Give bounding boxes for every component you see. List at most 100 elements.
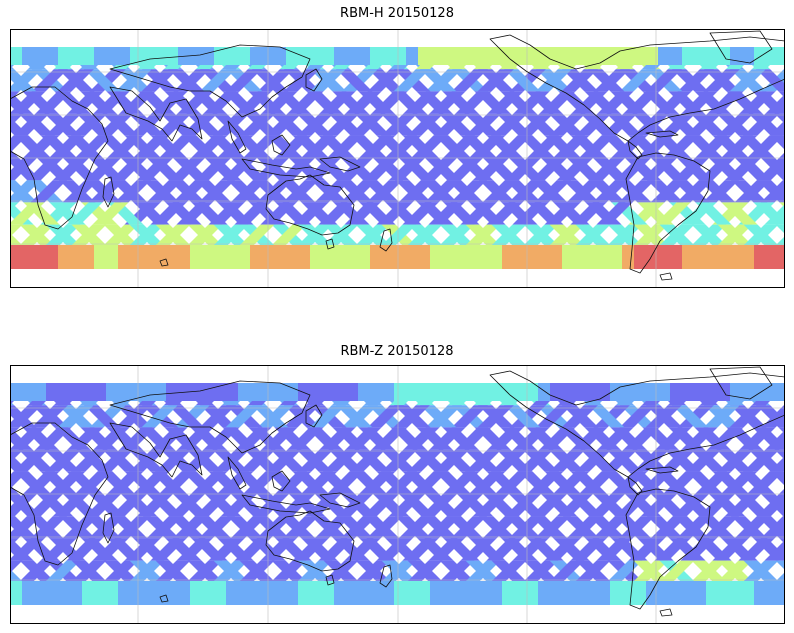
polar-band-cell bbox=[502, 47, 514, 65]
swath-segment bbox=[702, 180, 739, 203]
polar-band-cell bbox=[346, 47, 358, 65]
polar-band-cell bbox=[766, 245, 778, 269]
swath-segment bbox=[336, 405, 373, 428]
swath-segment bbox=[548, 224, 585, 247]
polar-band-cell bbox=[610, 245, 622, 269]
polar-band-cell bbox=[430, 581, 442, 605]
swath-segment bbox=[243, 471, 280, 494]
polar-band-cell bbox=[778, 581, 785, 605]
polar-band-cell bbox=[514, 383, 526, 401]
swath-segment bbox=[676, 516, 713, 539]
polar-band-cell bbox=[298, 383, 310, 401]
swath-segment bbox=[10, 485, 19, 494]
polar-band-cell bbox=[106, 581, 118, 605]
polar-band-cell bbox=[766, 383, 778, 401]
swath-segment bbox=[154, 224, 191, 247]
polar-band-cell bbox=[238, 383, 250, 401]
polar-band-cell bbox=[46, 47, 58, 65]
swath-segment bbox=[194, 494, 231, 517]
swath-segment bbox=[614, 158, 651, 181]
swath-segment bbox=[760, 180, 785, 203]
swath-segment bbox=[535, 69, 572, 92]
polar-band-cell bbox=[34, 245, 46, 269]
polar-band-cell bbox=[142, 581, 154, 605]
polar-band-cell bbox=[34, 47, 46, 65]
swath-segment bbox=[198, 516, 235, 539]
swath-segment bbox=[469, 202, 506, 225]
polar-band-cell bbox=[190, 245, 202, 269]
panel-title-rbm-z: RBM-Z 20150128 bbox=[340, 344, 454, 359]
polar-band-cell bbox=[406, 245, 418, 269]
polar-band-cell bbox=[490, 383, 502, 401]
polar-band-cell bbox=[382, 383, 394, 401]
polar-band-cell bbox=[322, 245, 334, 269]
swath-segment bbox=[265, 113, 302, 136]
swath-segment bbox=[640, 494, 677, 517]
polar-band-cell bbox=[118, 245, 130, 269]
polar-band-cell bbox=[82, 581, 94, 605]
coastline-path bbox=[10, 422, 109, 566]
swath-segment bbox=[327, 135, 364, 158]
coastline-path bbox=[645, 130, 679, 138]
polar-band-cell bbox=[706, 47, 718, 65]
coastline-path bbox=[271, 134, 291, 156]
swath-segment bbox=[469, 538, 506, 561]
polar-band-cell bbox=[358, 383, 370, 401]
polar-band-cell bbox=[190, 383, 202, 401]
swath-segment bbox=[743, 449, 780, 472]
polar-band-cell bbox=[382, 581, 394, 605]
swath-segment bbox=[734, 516, 771, 539]
coastline-path bbox=[379, 228, 393, 252]
swath-segment bbox=[775, 560, 785, 571]
polar-band-cell bbox=[478, 245, 490, 269]
coastline-path bbox=[319, 492, 361, 508]
swath-segment bbox=[637, 538, 674, 561]
swath-segment bbox=[367, 405, 404, 428]
swath-segment bbox=[556, 158, 593, 181]
polar-band-cell bbox=[202, 47, 214, 65]
swath-segment bbox=[637, 202, 674, 225]
swath-segment bbox=[327, 471, 364, 494]
polar-band-cell bbox=[754, 245, 766, 269]
polar-band-cell bbox=[106, 245, 118, 269]
polar-band-cell bbox=[598, 383, 610, 401]
polar-band-cell bbox=[118, 383, 130, 401]
coastlines bbox=[10, 366, 785, 617]
swath-segment bbox=[10, 202, 45, 225]
swath-segment bbox=[663, 471, 700, 494]
swath-segment bbox=[779, 152, 785, 158]
polar-band-cell bbox=[706, 245, 718, 269]
swath-segment bbox=[97, 113, 134, 136]
polar-band-cell bbox=[82, 47, 94, 65]
swath-segment bbox=[729, 405, 766, 428]
swath-segment bbox=[446, 494, 483, 517]
polar-band-cell bbox=[346, 383, 358, 401]
polar-band-cell bbox=[298, 581, 310, 605]
polar-band-cell bbox=[646, 47, 658, 65]
swath-segment bbox=[593, 494, 630, 517]
swath-segment bbox=[252, 405, 289, 428]
swath-segment bbox=[760, 516, 785, 539]
polar-band-cell bbox=[106, 383, 118, 401]
polar-band-cell bbox=[406, 47, 418, 65]
swath-segment bbox=[640, 158, 677, 181]
swath-segment bbox=[464, 224, 501, 247]
swath-segment bbox=[133, 202, 170, 225]
swath-segment bbox=[534, 180, 571, 203]
polar-band-cell bbox=[586, 581, 598, 605]
polar-band-cell bbox=[238, 47, 250, 65]
swath-segment bbox=[618, 516, 655, 539]
polar-band-cell bbox=[658, 47, 670, 65]
polar-band-cell bbox=[226, 245, 238, 269]
swath-segment bbox=[367, 69, 404, 92]
swath-segment bbox=[309, 405, 346, 428]
polar-band-cell bbox=[382, 47, 394, 65]
coastline-path bbox=[625, 152, 711, 274]
swath-segment bbox=[619, 405, 656, 428]
swath-segment bbox=[420, 69, 457, 92]
swath-segment bbox=[601, 449, 638, 472]
swath-segment bbox=[366, 180, 403, 203]
swath-segment bbox=[203, 91, 240, 114]
polar-band-cell bbox=[10, 581, 22, 605]
swath-segment bbox=[450, 516, 487, 539]
